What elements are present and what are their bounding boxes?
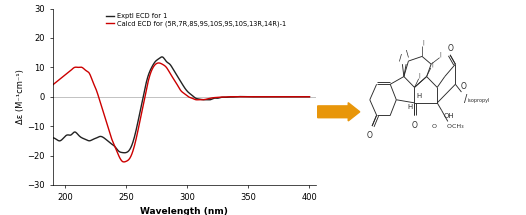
Exptl ECD for 1	[121, 152, 127, 154]
Calcd ECD for (5R,7R,8S,9S,10S,9S,10S,13R,14R)-1	[156, 62, 162, 64]
Exptl ECD for 1	[204, 98, 210, 101]
Exptl ECD for 1	[173, 72, 179, 75]
X-axis label: Wavelength (nm): Wavelength (nm)	[140, 207, 228, 215]
Text: isopropyl: isopropyl	[468, 98, 490, 103]
Text: O: O	[461, 82, 467, 91]
Text: O: O	[367, 131, 373, 140]
Text: OH: OH	[444, 113, 454, 119]
Text: |: |	[419, 72, 421, 78]
Legend: Exptl ECD for 1, Calcd ECD for (5R,7R,8S,9S,10S,9S,10S,13R,14R)-1: Exptl ECD for 1, Calcd ECD for (5R,7R,8S…	[103, 10, 288, 29]
Text: |: |	[422, 39, 424, 45]
Calcd ECD for (5R,7R,8S,9S,10S,9S,10S,13R,14R)-1	[121, 161, 127, 163]
Line: Exptl ECD for 1: Exptl ECD for 1	[53, 57, 309, 153]
Exptl ECD for 1	[49, 137, 56, 139]
Calcd ECD for (5R,7R,8S,9S,10S,9S,10S,13R,14R)-1	[204, 98, 210, 100]
Calcd ECD for (5R,7R,8S,9S,10S,9S,10S,13R,14R)-1	[306, 95, 312, 98]
Calcd ECD for (5R,7R,8S,9S,10S,9S,10S,13R,14R)-1	[173, 81, 179, 83]
Calcd ECD for (5R,7R,8S,9S,10S,9S,10S,13R,14R)-1	[174, 83, 180, 86]
Text: O: O	[411, 121, 418, 130]
Calcd ECD for (5R,7R,8S,9S,10S,9S,10S,13R,14R)-1	[301, 95, 308, 98]
Text: O     OCH₃: O OCH₃	[432, 124, 463, 129]
Exptl ECD for 1	[174, 75, 180, 77]
Calcd ECD for (5R,7R,8S,9S,10S,9S,10S,13R,14R)-1	[189, 97, 196, 100]
Exptl ECD for 1	[301, 95, 308, 98]
Text: H: H	[417, 93, 422, 99]
Exptl ECD for 1	[158, 56, 165, 58]
FancyArrow shape	[318, 103, 360, 121]
Exptl ECD for 1	[261, 95, 267, 98]
Exptl ECD for 1	[306, 95, 312, 98]
Y-axis label: Δε (M⁻¹cm⁻¹): Δε (M⁻¹cm⁻¹)	[16, 69, 25, 124]
Calcd ECD for (5R,7R,8S,9S,10S,9S,10S,13R,14R)-1	[261, 95, 267, 98]
Text: |: |	[440, 51, 441, 57]
Text: H: H	[407, 104, 412, 110]
Text: |: |	[431, 61, 433, 67]
Text: O: O	[447, 44, 453, 53]
Calcd ECD for (5R,7R,8S,9S,10S,9S,10S,13R,14R)-1	[49, 84, 56, 86]
Exptl ECD for 1	[189, 94, 196, 97]
Text: /: /	[399, 53, 402, 62]
Text: /: /	[463, 94, 467, 104]
Text: \: \	[406, 50, 409, 59]
Line: Calcd ECD for (5R,7R,8S,9S,10S,9S,10S,13R,14R)-1: Calcd ECD for (5R,7R,8S,9S,10S,9S,10S,13…	[53, 63, 309, 162]
